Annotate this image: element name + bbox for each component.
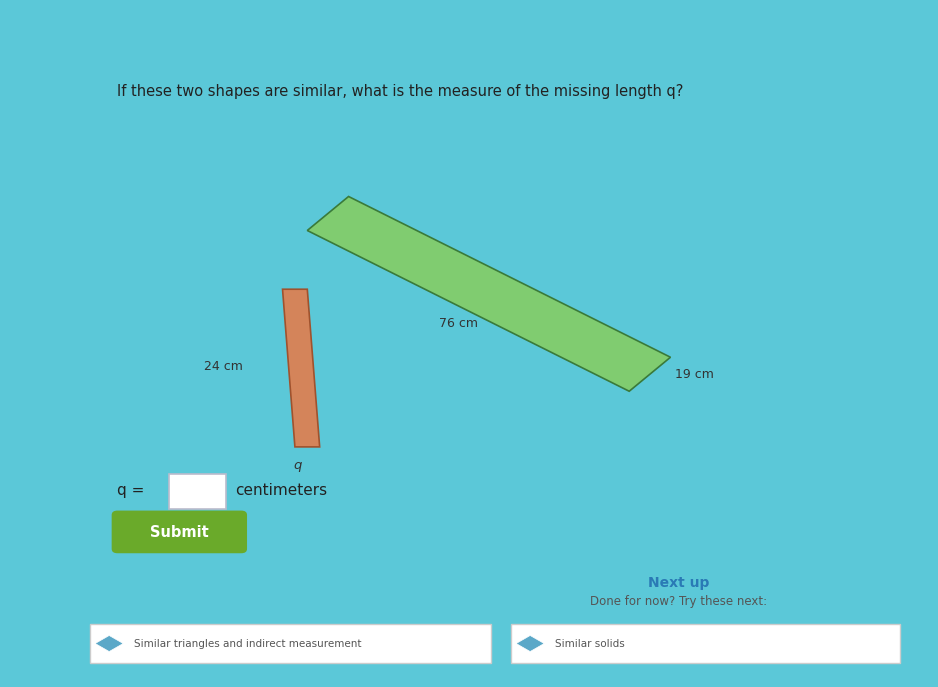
Polygon shape (308, 196, 671, 391)
Text: q: q (294, 459, 302, 472)
Polygon shape (516, 635, 544, 651)
Text: Next up: Next up (648, 576, 709, 590)
Text: q =: q = (117, 483, 144, 497)
Text: 24 cm: 24 cm (204, 360, 243, 373)
Text: If these two shapes are similar, what is the measure of the missing length q?: If these two shapes are similar, what is… (117, 84, 684, 99)
Text: Submit: Submit (150, 525, 209, 540)
Text: 76 cm: 76 cm (439, 317, 478, 330)
Polygon shape (282, 289, 320, 447)
Text: 19 cm: 19 cm (674, 368, 714, 381)
Text: Similar triangles and indirect measurement: Similar triangles and indirect measureme… (134, 638, 361, 649)
FancyBboxPatch shape (511, 624, 900, 664)
Polygon shape (95, 635, 123, 651)
FancyBboxPatch shape (170, 474, 226, 508)
Text: Done for now? Try these next:: Done for now? Try these next: (590, 595, 767, 608)
Text: centimeters: centimeters (234, 483, 326, 497)
FancyBboxPatch shape (90, 624, 492, 664)
Text: Similar solids: Similar solids (555, 638, 625, 649)
FancyBboxPatch shape (112, 510, 247, 553)
